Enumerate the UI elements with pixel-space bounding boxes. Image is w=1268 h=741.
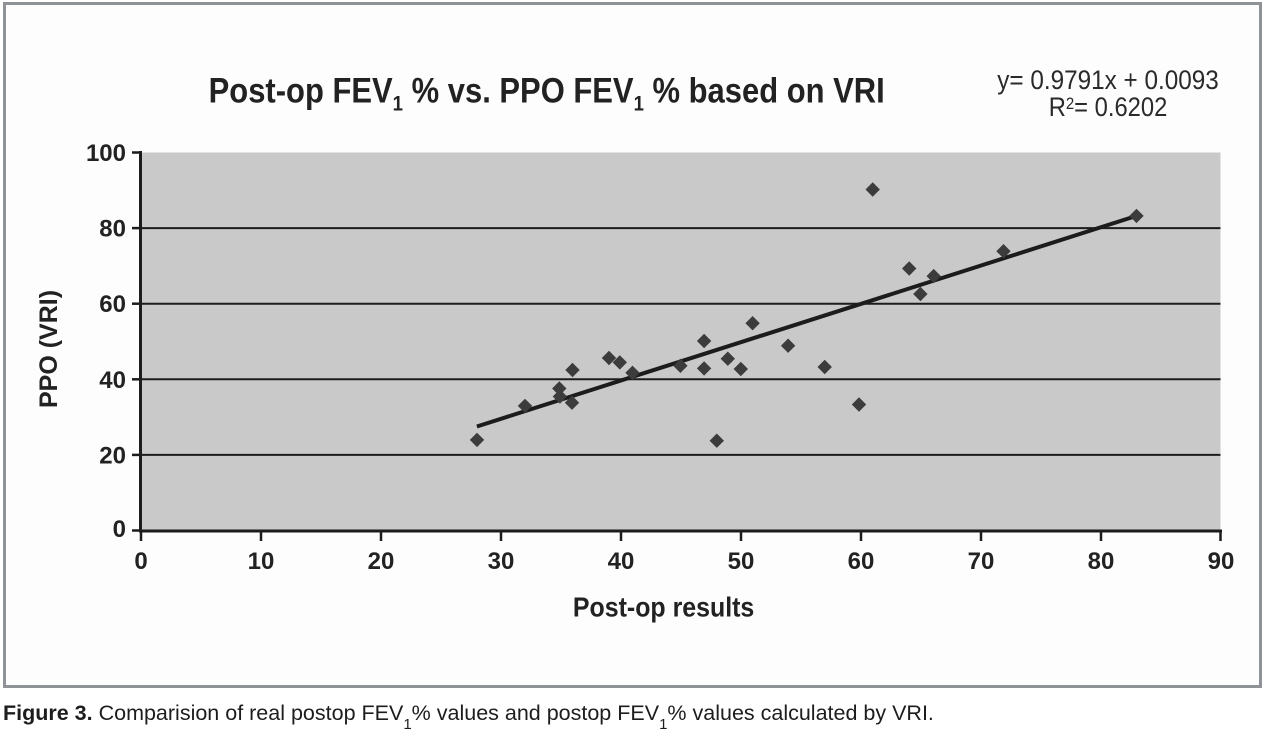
svg-text:PPO (VRI): PPO (VRI) xyxy=(35,290,63,408)
svg-text:70: 70 xyxy=(968,548,995,575)
svg-text:R2= 0.6202: R2= 0.6202 xyxy=(1049,93,1168,123)
svg-text:80: 80 xyxy=(99,216,126,243)
svg-text:10: 10 xyxy=(248,548,275,575)
svg-text:50: 50 xyxy=(728,548,755,575)
svg-text:80: 80 xyxy=(1088,548,1115,575)
svg-text:90: 90 xyxy=(1208,548,1235,575)
svg-text:y= 0.9791x + 0.0093: y= 0.9791x + 0.0093 xyxy=(997,66,1218,95)
svg-text:40: 40 xyxy=(608,548,635,575)
svg-text:100: 100 xyxy=(86,140,126,167)
svg-text:60: 60 xyxy=(848,548,875,575)
svg-text:20: 20 xyxy=(99,442,126,469)
svg-text:Post-op FEV1 % vs. PPO FEV1 %: Post-op FEV1 % vs. PPO FEV1 % based on V… xyxy=(209,72,885,116)
svg-text:40: 40 xyxy=(99,367,126,394)
svg-text:30: 30 xyxy=(488,548,515,575)
svg-text:0: 0 xyxy=(113,516,126,543)
svg-text:20: 20 xyxy=(368,548,395,575)
svg-text:Post-op results: Post-op results xyxy=(573,591,754,623)
svg-text:0: 0 xyxy=(134,548,147,575)
svg-text:60: 60 xyxy=(99,291,126,318)
